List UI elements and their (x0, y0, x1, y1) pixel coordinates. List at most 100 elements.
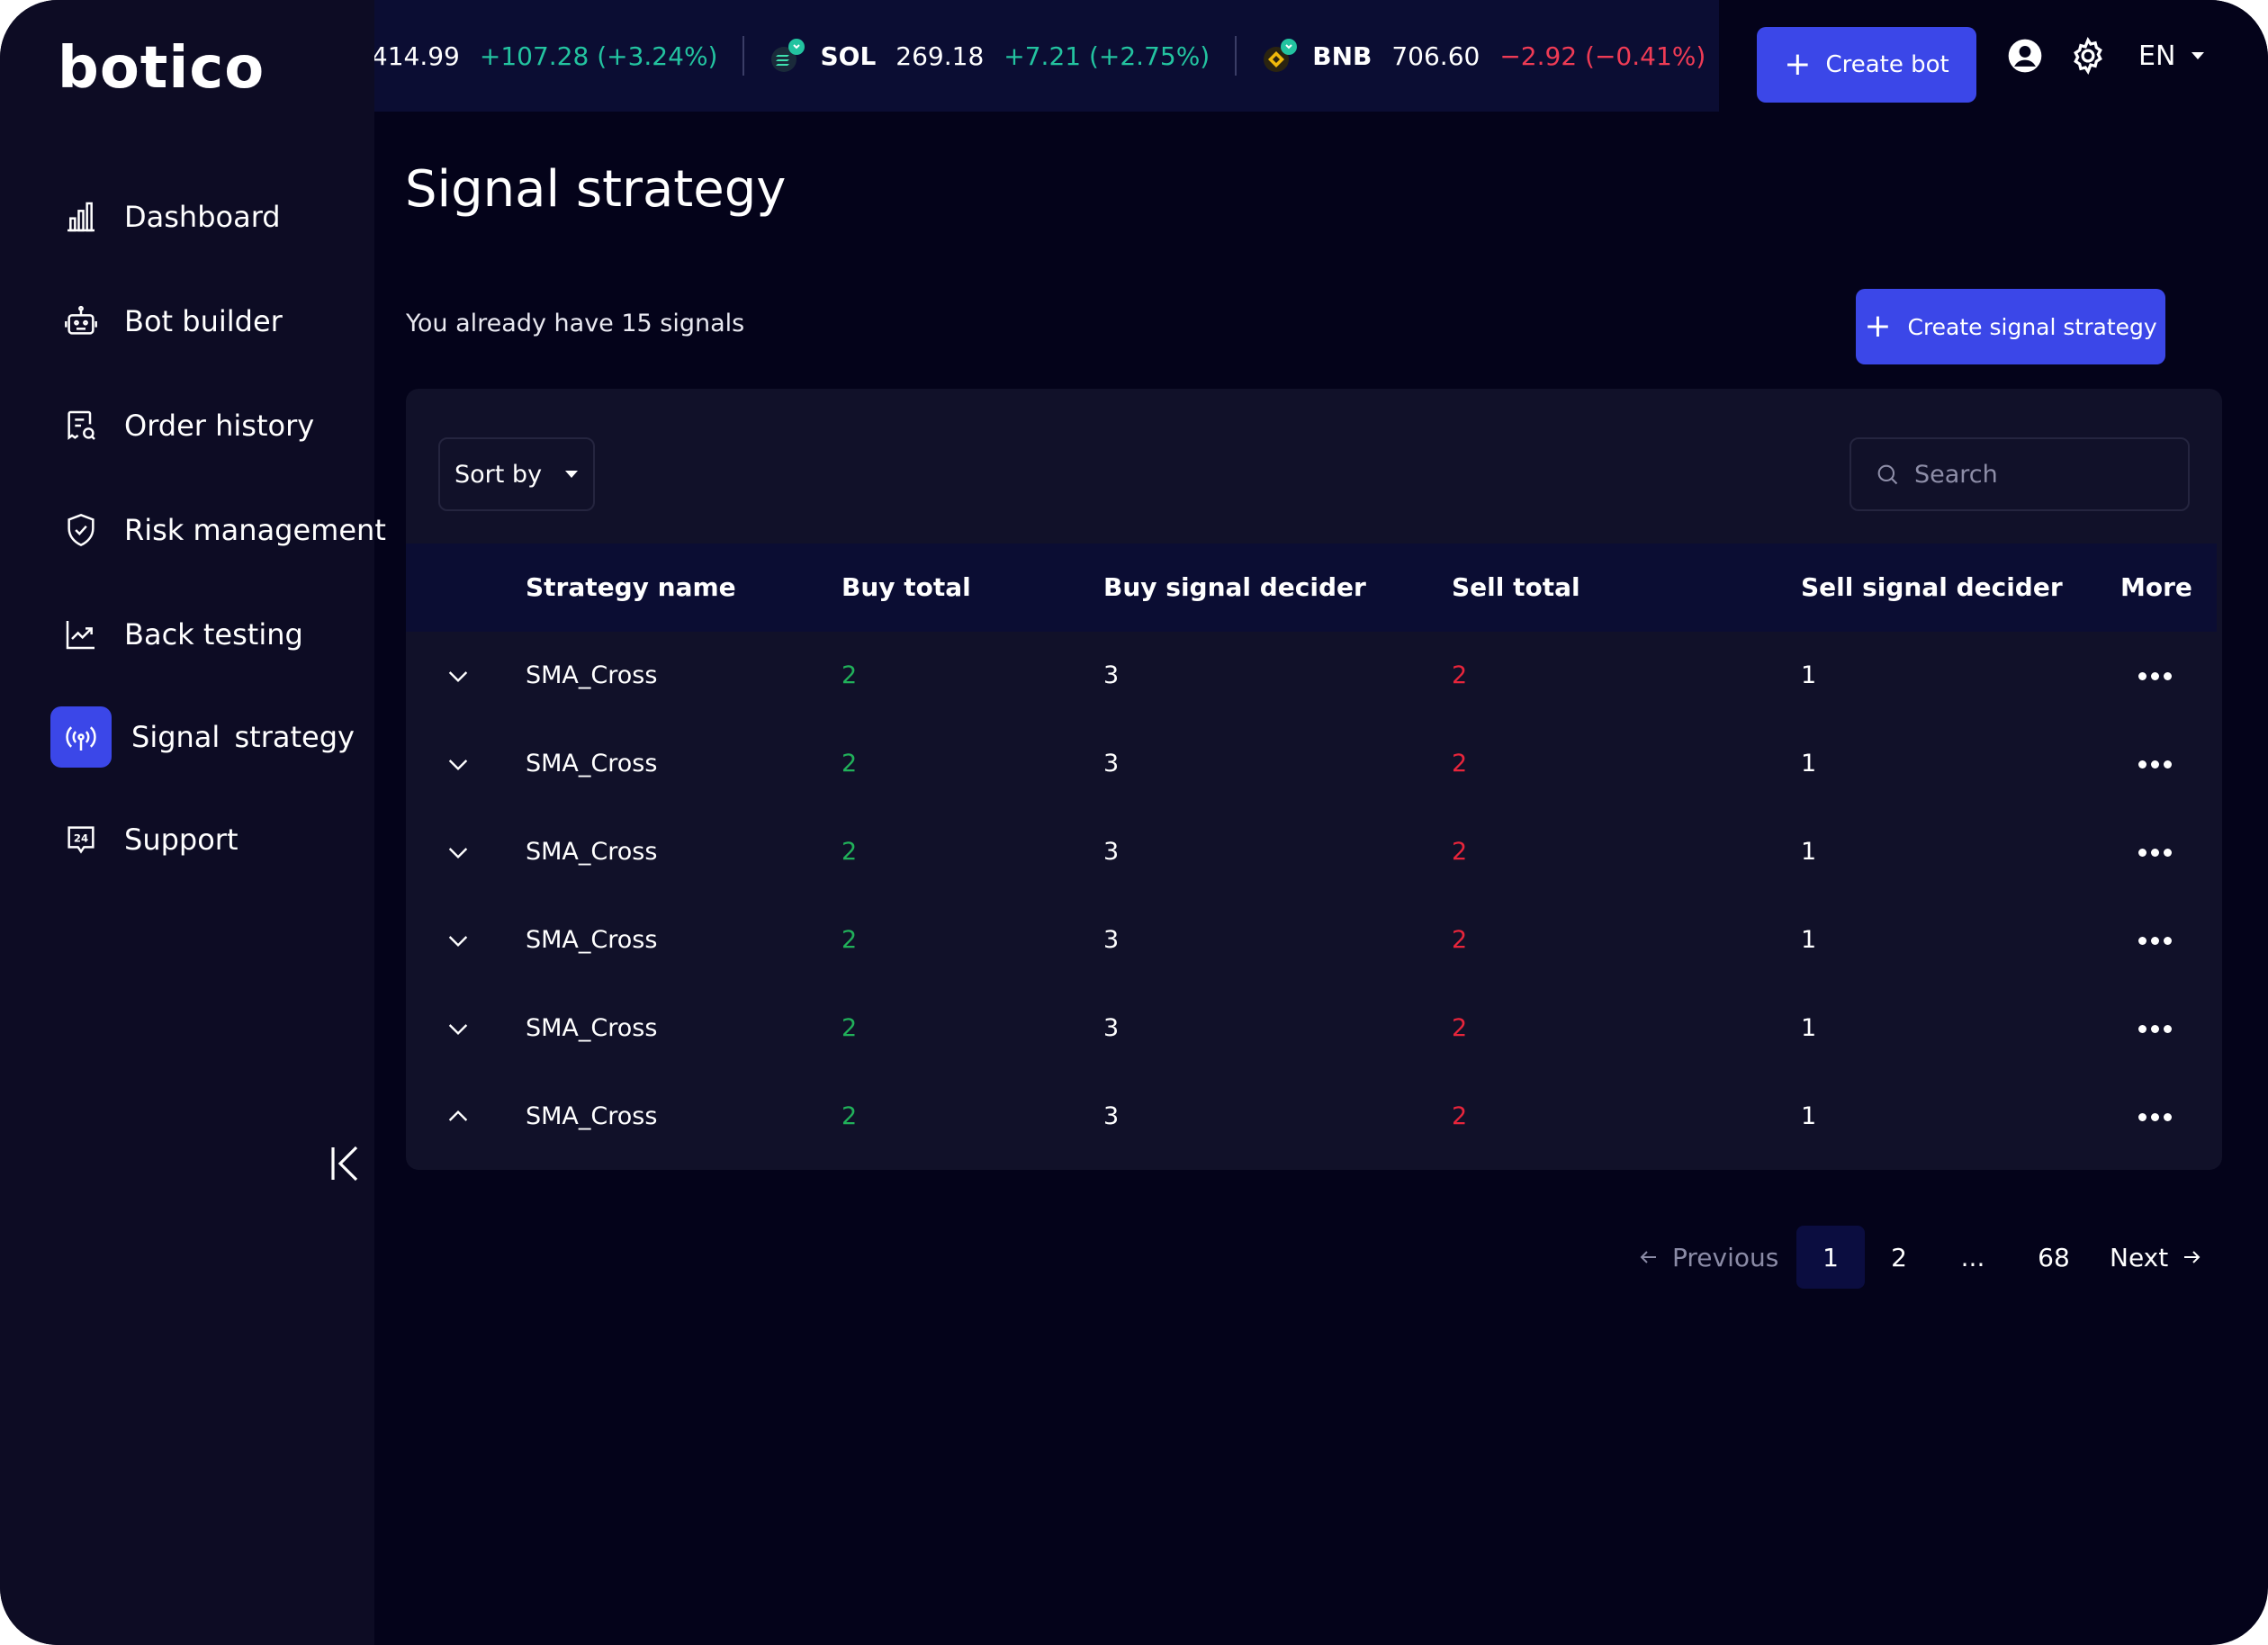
table-row[interactable]: SMA_Cross 2 3 2 1 (406, 720, 2217, 808)
more-dots-icon (2138, 848, 2172, 857)
expand-row-button[interactable] (440, 1073, 476, 1161)
profile-icon[interactable] (2005, 36, 2045, 76)
table-row[interactable]: SMA_Cross 2 3 2 1 (406, 632, 2217, 720)
svg-text:24: 24 (74, 832, 88, 845)
sell-signal-decider-cell: 1 (1801, 1102, 1817, 1130)
table-row[interactable]: SMA_Cross 2 3 2 1 (406, 1073, 2217, 1161)
sidebar-item-label: Dashboard (124, 200, 281, 234)
ticker-item[interactable]: SOL 269.18 +7.21 (+2.75%) (770, 27, 1235, 85)
page-button-2[interactable]: 2 (1891, 1242, 1907, 1272)
strategy-name-cell: SMA_Cross (526, 661, 658, 689)
ticker-item[interactable]: ,414.99 +107.28 (+3.24%) (374, 27, 742, 85)
table-row[interactable]: SMA_Cross 2 3 2 1 (406, 808, 2217, 896)
ticker-item[interactable]: BNB 706.60 −2.92 (−0.41%) (1262, 27, 1719, 85)
sell-total-cell: 2 (1452, 1014, 1468, 1042)
column-header-more: More (2120, 572, 2192, 602)
sidebar-item-signal-strategy[interactable]: Signal strategy (50, 706, 365, 769)
sidebar-item-bot-builder[interactable]: Bot builder (50, 290, 365, 353)
sidebar-item-back-testing[interactable]: Back testing (50, 603, 365, 666)
previous-label: Previous (1672, 1242, 1779, 1272)
more-options-button[interactable] (2134, 1073, 2175, 1161)
sell-total-cell: 2 (1452, 750, 1468, 778)
sidebar-item-label: Bot builder (124, 304, 283, 338)
top-bar: ,414.99 +107.28 (+3.24%) SOL 269.18 +7.2… (374, 0, 2268, 112)
sol-coin-icon (770, 38, 806, 74)
buy-total-cell: 2 (842, 661, 858, 689)
column-header-buy-signal-decider[interactable]: Buy signal decider (1103, 572, 1366, 602)
line-chart-icon (50, 604, 112, 665)
settings-gear-icon[interactable] (2068, 36, 2108, 76)
chevron-down-icon (448, 760, 468, 771)
buy-total-cell: 2 (842, 1102, 858, 1130)
table-header: Strategy name Buy total Buy signal decid… (406, 544, 2217, 632)
table-row[interactable]: SMA_Cross 2 3 2 1 (406, 896, 2217, 984)
language-label: EN (2138, 40, 2176, 72)
buy-total-cell: 2 (842, 838, 858, 866)
strategy-name-cell: SMA_Cross (526, 750, 658, 778)
sell-signal-decider-cell: 1 (1801, 838, 1817, 866)
sidebar-item-label: Order history (124, 409, 315, 443)
sell-total-cell: 2 (1452, 1102, 1468, 1130)
sort-by-dropdown[interactable]: Sort by (438, 437, 595, 511)
table-row[interactable]: SMA_Cross 2 3 2 1 (406, 984, 2217, 1073)
column-header-sell-total[interactable]: Sell total (1452, 572, 1580, 602)
buy-signal-decider-cell: 3 (1103, 661, 1120, 689)
ticker-change: +7.21 (+2.75%) (1004, 40, 1210, 71)
more-options-button[interactable] (2134, 808, 2175, 896)
column-header-sell-signal-decider[interactable]: Sell signal decider (1801, 572, 2063, 602)
pagination-previous[interactable]: Previous (1638, 1226, 1778, 1289)
sidebar-item-support[interactable]: 24 Support (50, 808, 365, 871)
pagination-next[interactable]: Next (2110, 1226, 2202, 1289)
page-button-1[interactable]: 1 (1796, 1226, 1865, 1289)
page-ellipsis: ... (1960, 1242, 1985, 1272)
create-bot-label: Create bot (1825, 51, 1949, 78)
ticker-divider (742, 36, 745, 76)
more-dots-icon (2138, 936, 2172, 945)
plus-icon: + (1784, 46, 1812, 83)
expand-row-button[interactable] (440, 632, 476, 720)
page-button-68[interactable]: 68 (2038, 1242, 2070, 1272)
search-input[interactable] (1912, 459, 2186, 490)
more-options-button[interactable] (2134, 720, 2175, 808)
more-options-button[interactable] (2134, 632, 2175, 720)
sidebar-item-order-history[interactable]: Order history (50, 394, 365, 457)
column-header-buy-total[interactable]: Buy total (842, 572, 971, 602)
expand-row-button[interactable] (440, 984, 476, 1073)
sell-signal-decider-cell: 1 (1801, 1014, 1817, 1042)
search-box[interactable] (1850, 437, 2190, 511)
signal-count-text: You already have 15 signals (406, 310, 745, 337)
buy-signal-decider-cell: 3 (1103, 1102, 1120, 1130)
sidebar: botico Dashboard Bot builder Order histo… (0, 0, 386, 1645)
more-options-button[interactable] (2134, 984, 2175, 1073)
sidebar-item-risk-management[interactable]: Risk management (50, 499, 386, 562)
create-bot-button[interactable]: + Create bot (1757, 27, 1976, 103)
sidebar-item-dashboard[interactable]: Dashboard (50, 185, 365, 248)
create-signal-strategy-label: Create signal strategy (1907, 313, 2157, 340)
more-dots-icon (2138, 671, 2172, 680)
strategy-name-cell: SMA_Cross (526, 1102, 658, 1130)
receipt-search-icon (50, 395, 112, 456)
ticker-price: ,414.99 (374, 40, 460, 71)
create-signal-strategy-button[interactable]: + Create signal strategy (1856, 289, 2165, 364)
buy-signal-decider-cell: 3 (1103, 750, 1120, 778)
caret-down-icon (565, 471, 579, 478)
language-select[interactable]: EN (2138, 36, 2205, 76)
strategy-name-cell: SMA_Cross (526, 1014, 658, 1042)
expand-row-button[interactable] (440, 896, 476, 984)
collapse-sidebar-button[interactable] (324, 1143, 365, 1184)
plus-icon: + (1864, 308, 1892, 345)
ticker-divider (1235, 36, 1238, 76)
shield-check-icon (50, 499, 112, 561)
search-icon (1877, 464, 1898, 485)
more-options-button[interactable] (2134, 896, 2175, 984)
expand-row-button[interactable] (440, 720, 476, 808)
buy-signal-decider-cell: 3 (1103, 926, 1120, 954)
bar-chart-icon (50, 186, 112, 247)
next-label: Next (2110, 1242, 2169, 1272)
support-24-icon: 24 (50, 809, 112, 870)
sidebar-item-label: Back testing (124, 617, 303, 652)
expand-row-button[interactable] (440, 808, 476, 896)
buy-signal-decider-cell: 3 (1103, 1014, 1120, 1042)
column-header-strategy-name[interactable]: Strategy name (526, 572, 736, 602)
